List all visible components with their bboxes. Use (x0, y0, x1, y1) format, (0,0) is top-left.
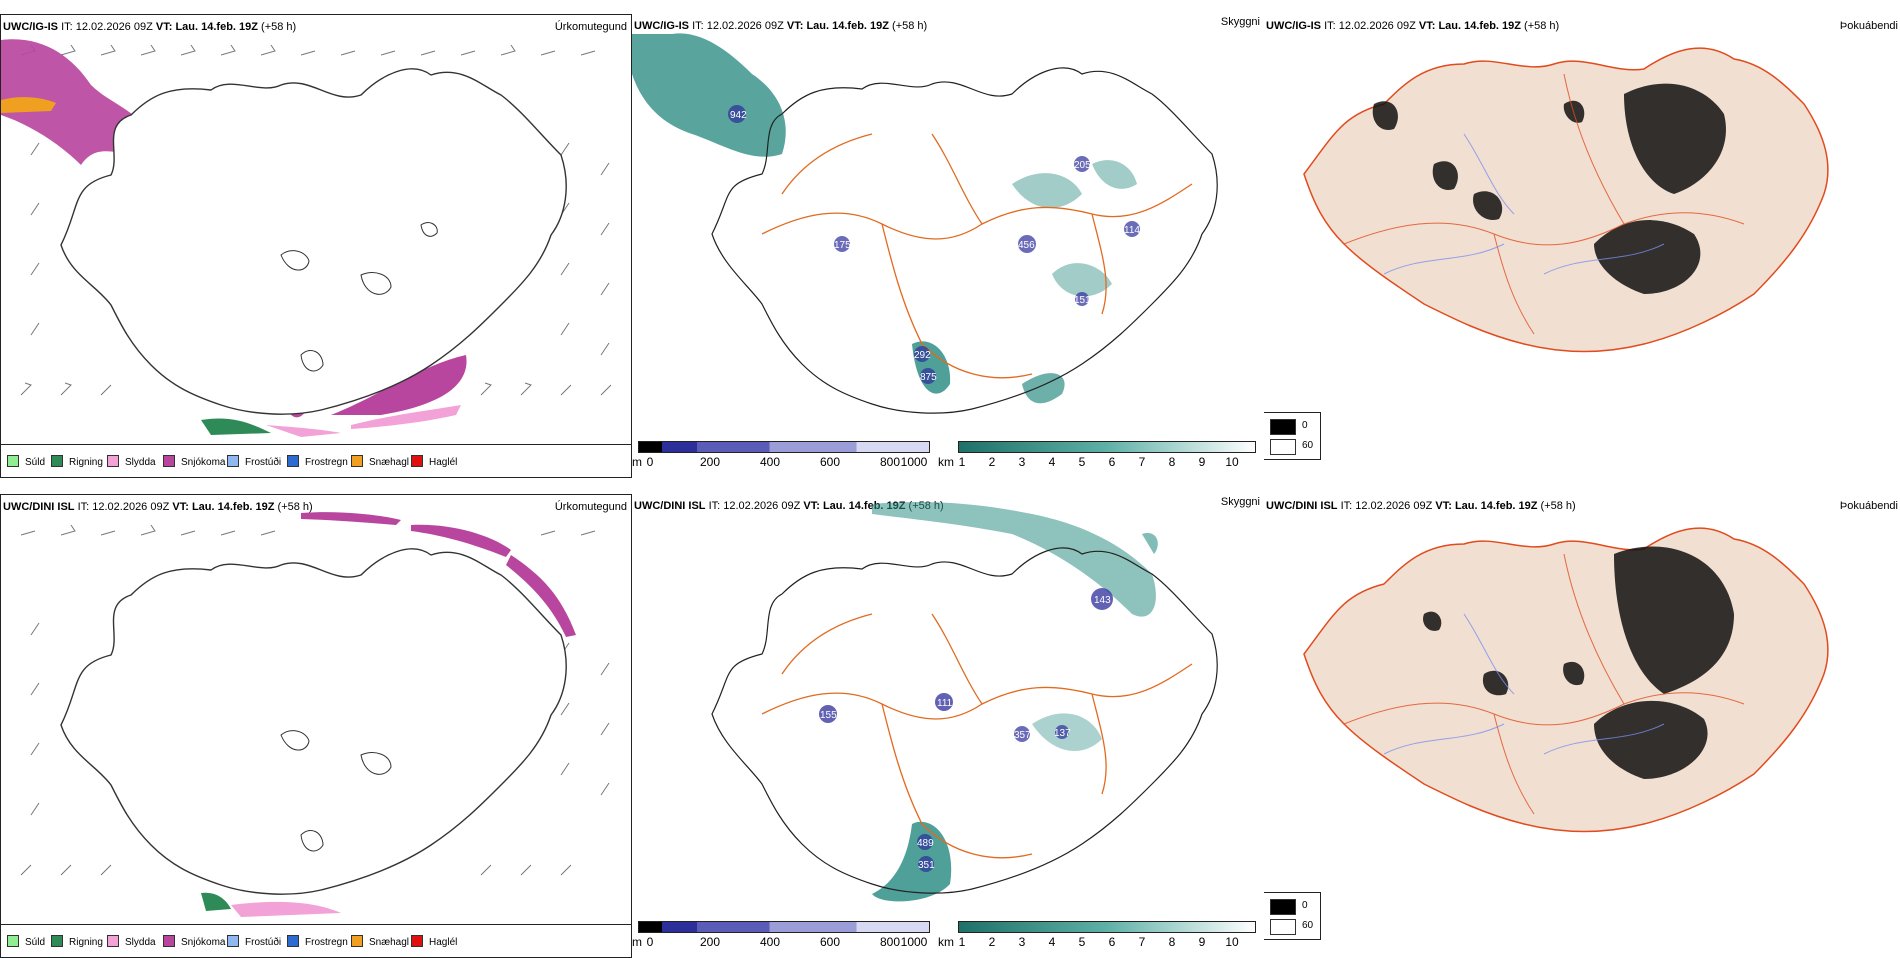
spot-value: 151 (1074, 295, 1091, 306)
legend-item: Snæhagl (351, 455, 409, 468)
spot-value: 205 (1074, 160, 1091, 171)
wind-barbs (20, 44, 612, 396)
panel-header: UWC/IG-IS IT: 12.02.2026 09Z VT: Lau. 14… (1266, 20, 1560, 32)
spot-value: 489 (917, 838, 934, 849)
cloud-visibility-panel-bottom: UWC/DINI ISL IT: 12.02.2026 09Z VT: Lau.… (632, 494, 1264, 958)
visibility-colorbar: km 1 2 3 4 5 6 7 8 9 10 (938, 917, 1258, 949)
legend-item: Snjókoma (163, 935, 225, 948)
legend-item: Frostúði (227, 935, 281, 948)
panel-header: UWC/DINI ISL IT: 12.02.2026 09Z VT: Lau.… (3, 501, 313, 513)
fog-legend: 0 60 (1264, 412, 1321, 460)
spot-value: 175 (834, 240, 851, 251)
precip-type-legend: Súld Rigning Slydda Snjókoma Frostúði Fr… (1, 444, 631, 477)
wind-barbs (20, 524, 610, 876)
panel-title: Þokuábendi (1839, 20, 1898, 32)
visibility-colorbar: km 1 2 3 4 5 6 7 8 9 10 (938, 437, 1258, 469)
road-network (1343, 73, 1745, 335)
rivers (1383, 133, 1665, 275)
legend-item: Rigning (51, 455, 103, 468)
panel-title: Úrkomutegund (554, 21, 627, 33)
cloud-base-colorbar: m 0 200 400 600 800 1000 (632, 917, 932, 949)
legend-item: Snjókoma (163, 455, 225, 468)
precip-type-legend: Súld Rigning Slydda Snjókoma Frostúði Fr… (1, 924, 631, 957)
cloud-visibility-panel-top: UWC/IG-IS IT: 12.02.2026 09Z VT: Lau. 14… (632, 14, 1264, 478)
legend-item: Rigning (51, 935, 103, 948)
fog-areas (1423, 546, 1734, 779)
legend-swatch (1270, 439, 1296, 455)
legend-item: Snæhagl (351, 935, 409, 948)
road-network (761, 133, 1193, 379)
panel-title: Þokuábendi (1839, 500, 1898, 512)
colorbar-gradient (638, 921, 930, 933)
panel-header: UWC/IG-IS IT: 12.02.2026 09Z VT: Lau. 14… (3, 21, 297, 33)
legend-swatch (1270, 899, 1296, 915)
road-network (761, 613, 1193, 859)
spot-value: 292 (914, 350, 931, 361)
spot-value: 111 (937, 698, 953, 709)
legend-item: Slydda (107, 455, 156, 468)
legend-item: Haglél (411, 935, 457, 948)
precip-type-panel-top: UWC/IG-IS IT: 12.02.2026 09Z VT: Lau. 14… (0, 14, 632, 478)
panel-header: UWC/DINI ISL IT: 12.02.2026 09Z VT: Lau.… (1266, 500, 1576, 512)
spot-value: 155 (820, 710, 837, 721)
panel-title: Skyggni (1220, 496, 1260, 508)
spot-value: 942 (730, 110, 747, 121)
spot-value: 114 (1124, 225, 1140, 236)
legend-item: Slydda (107, 935, 156, 948)
fog-map (1303, 527, 1829, 833)
colorbar-gradient (958, 441, 1256, 453)
legend-item: Frostregn (287, 455, 348, 468)
fog-areas (1372, 83, 1726, 294)
spot-value: 351 (918, 860, 935, 871)
legend-item: Frostregn (287, 935, 348, 948)
panel-title: Úrkomutegund (554, 501, 627, 513)
panel-header: UWC/IG-IS IT: 12.02.2026 09Z VT: Lau. 14… (634, 20, 928, 32)
cloud-visibility-map: 942 205 114 456 292 875 175 151 (632, 33, 1218, 414)
spot-value: 357 (1014, 730, 1031, 741)
spot-value: 137 (1054, 728, 1071, 739)
precip-type-panel-bottom: UWC/DINI ISL IT: 12.02.2026 09Z VT: Lau.… (0, 494, 632, 958)
colorbar-gradient (638, 441, 930, 453)
cloud-base-spots: 942 205 114 456 292 875 175 151 (728, 105, 1140, 384)
spot-value: 875 (920, 372, 937, 383)
spot-value: 456 (1018, 240, 1035, 251)
spot-value: 143 (1094, 595, 1111, 606)
legend-swatch (1270, 919, 1296, 935)
fog-indicator-panel-top: UWC/IG-IS IT: 12.02.2026 09Z VT: Lau. 14… (1264, 14, 1900, 478)
panel-title: Skyggni (1220, 16, 1260, 28)
road-network (1343, 553, 1745, 815)
legend-item: Súld (7, 935, 45, 948)
fog-map (1303, 47, 1829, 353)
cloud-visibility-map: 143 155 111 357 137 489 351 (711, 502, 1218, 902)
iceland-coastline (60, 68, 567, 415)
cloud-base-spots: 143 155 111 357 137 489 351 (819, 588, 1113, 872)
legend-item: Frostúði (227, 455, 281, 468)
legend-swatch (7, 455, 19, 467)
rivers (1383, 613, 1665, 755)
legend-item: Haglél (411, 455, 457, 468)
precip-map (1, 39, 612, 437)
fog-indicator-panel-bottom: UWC/DINI ISL IT: 12.02.2026 09Z VT: Lau.… (1264, 494, 1900, 958)
cloud-base-colorbar: m 0 200 400 600 800 1000 (632, 437, 932, 469)
precip-map (20, 512, 610, 917)
legend-item: Súld (7, 455, 45, 468)
legend-swatch (1270, 419, 1296, 435)
colorbar-gradient (958, 921, 1256, 933)
fog-legend: 0 60 (1264, 892, 1321, 940)
